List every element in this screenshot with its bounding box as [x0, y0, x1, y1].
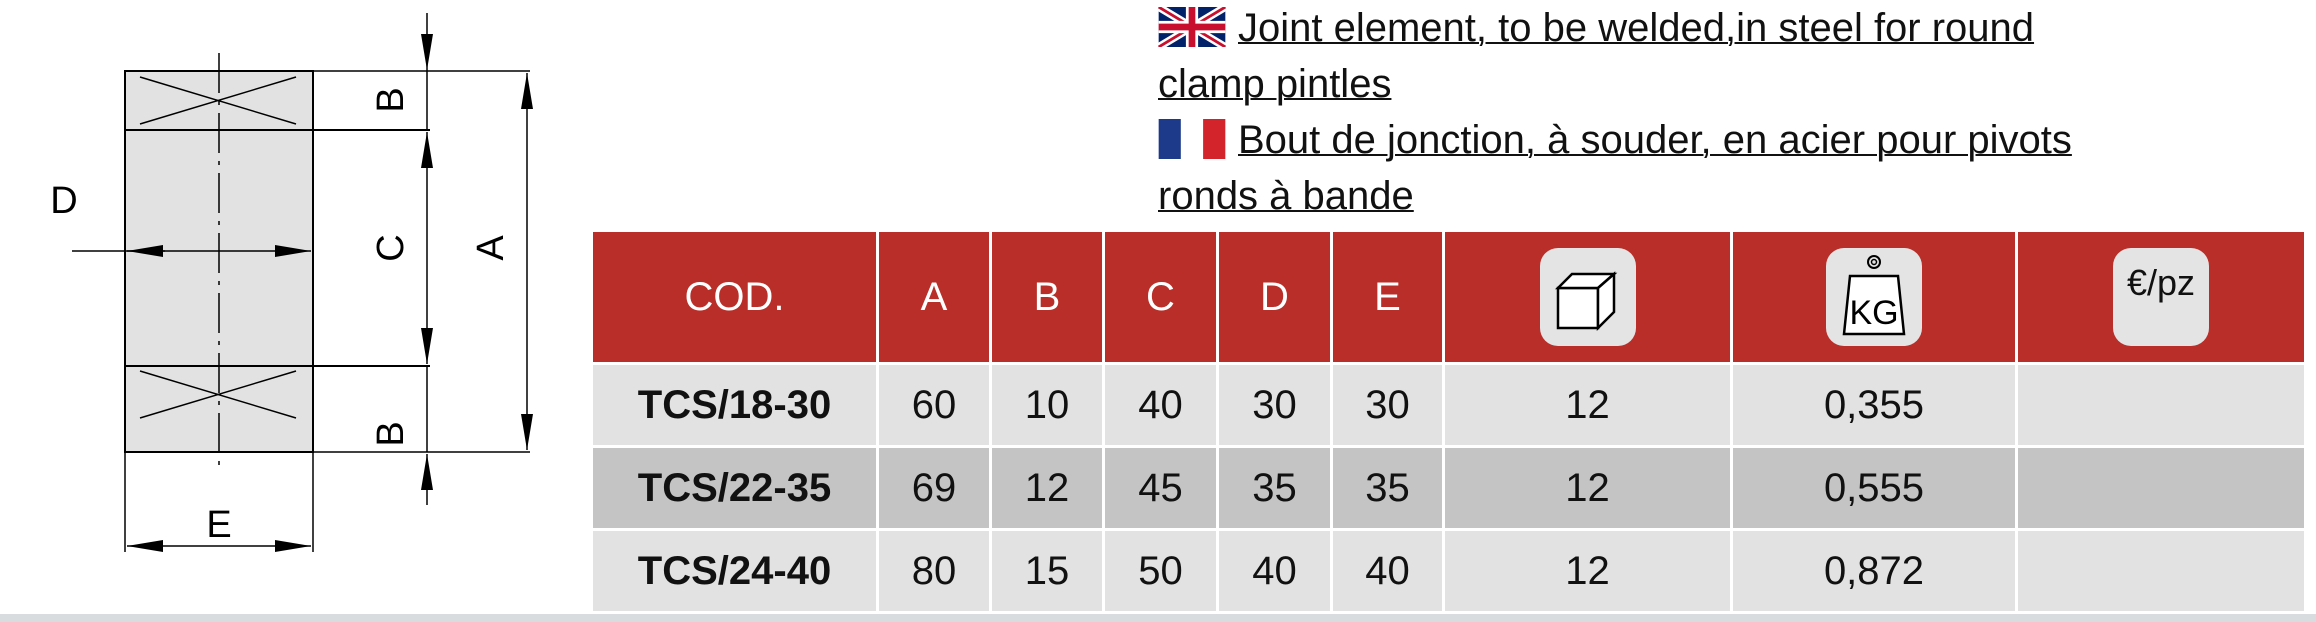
label-b-top: B [370, 87, 412, 112]
box-icon [1539, 248, 1636, 346]
header-a: A [876, 229, 992, 365]
cell-code: TCS/18-30 [590, 362, 879, 448]
cell-e: 30 [1330, 362, 1445, 448]
cell-code: TCS/22-35 [590, 445, 879, 531]
kg-weight-icon: KG [1826, 248, 1922, 346]
title-en-line1: Joint element, to be welded,in steel for… [1158, 0, 2308, 56]
cell-d: 30 [1216, 362, 1333, 448]
uk-flag-icon [1158, 7, 1226, 47]
technical-drawing: D E B C B A [50, 13, 533, 552]
dimensions-table: COD. A B C D E KG €/pz TCS/18-30 60 10 40 30… [590, 229, 2307, 614]
table-row: TCS/22-35 69 12 45 35 35 12 0,555 [590, 445, 2307, 531]
label-a: A [470, 235, 512, 261]
cell-e: 40 [1330, 528, 1445, 614]
cell-c: 50 [1102, 528, 1219, 614]
cell-e: 35 [1330, 445, 1445, 531]
cell-a: 69 [876, 445, 992, 531]
header-c: C [1102, 229, 1219, 365]
label-c: C [370, 234, 412, 261]
bottom-divider [0, 614, 2316, 622]
cell-pack: 12 [1442, 528, 1733, 614]
cell-b: 15 [989, 528, 1105, 614]
table-row: TCS/18-30 60 10 40 30 30 12 0,355 [590, 362, 2307, 448]
cell-a: 80 [876, 528, 992, 614]
cell-pack: 12 [1442, 445, 1733, 531]
header-code: COD. [590, 229, 879, 365]
header-pack [1442, 229, 1733, 365]
header-b: B [989, 229, 1105, 365]
label-d: D [50, 180, 77, 222]
cell-c: 45 [1102, 445, 1219, 531]
cell-price [2015, 445, 2307, 531]
table-header-row: COD. A B C D E KG €/pz [590, 229, 2307, 365]
cell-d: 35 [1216, 445, 1333, 531]
title-fr-text2: ronds à bande [1158, 174, 1414, 218]
header-price: €/pz [2015, 229, 2307, 365]
title-en-line2: clamp pintles [1158, 56, 2308, 112]
product-title: Joint element, to be welded,in steel for… [1158, 0, 2308, 224]
label-b-bottom: B [370, 421, 412, 446]
cell-pack: 12 [1442, 362, 1733, 448]
cell-weight: 0,355 [1730, 362, 2018, 448]
title-fr-line2: ronds à bande [1158, 168, 2308, 224]
cell-code: TCS/24-40 [590, 528, 879, 614]
header-e: E [1330, 229, 1445, 365]
price-label: €/pz [2126, 262, 2196, 303]
price-badge: €/pz [2113, 248, 2209, 346]
header-weight: KG [1730, 229, 2018, 365]
cell-d: 40 [1216, 528, 1333, 614]
title-en-text2: clamp pintles [1158, 62, 1392, 106]
cell-price [2015, 362, 2307, 448]
kg-label: KG [1849, 294, 1898, 332]
cell-weight: 0,555 [1730, 445, 2018, 531]
label-e: E [206, 504, 231, 546]
cell-a: 60 [876, 362, 992, 448]
cell-b: 10 [989, 362, 1105, 448]
header-d: D [1216, 229, 1333, 365]
cell-b: 12 [989, 445, 1105, 531]
france-flag-icon [1158, 119, 1226, 159]
cell-price [2015, 528, 2307, 614]
title-en-text1: Joint element, to be welded,in steel for… [1238, 6, 2035, 50]
title-fr-text1: Bout de jonction, à souder, en acier pou… [1238, 118, 2072, 162]
cell-weight: 0,872 [1730, 528, 2018, 614]
title-fr-line1: Bout de jonction, à souder, en acier pou… [1158, 112, 2308, 168]
cell-c: 40 [1102, 362, 1219, 448]
table-row: TCS/24-40 80 15 50 40 40 12 0,872 [590, 528, 2307, 614]
